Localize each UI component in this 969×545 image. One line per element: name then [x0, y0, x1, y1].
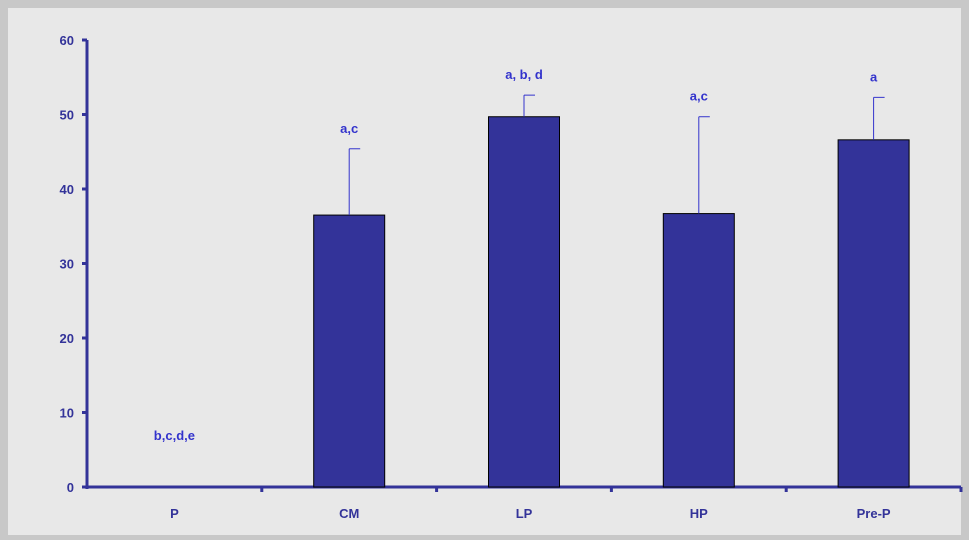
chart-background: [8, 8, 961, 535]
y-tick-label: 30: [60, 257, 74, 272]
bar-cm: [313, 214, 386, 488]
y-tick-label: 20: [60, 331, 74, 346]
significance-label: b,c,d,e: [154, 428, 195, 443]
x-tick-label: CM: [339, 506, 359, 521]
y-tick-label: 0: [67, 480, 74, 495]
bar-lp: [488, 116, 560, 488]
significance-label: a,c: [690, 89, 708, 104]
y-tick-label: 50: [60, 108, 74, 123]
x-tick-label: Pre-P: [857, 506, 891, 521]
y-tick-label: 60: [60, 33, 74, 48]
significance-label: a, b, d: [505, 67, 543, 82]
x-tick-label: HP: [690, 506, 708, 521]
y-tick-label: 10: [60, 406, 74, 421]
significance-label: a,c: [340, 121, 358, 136]
y-tick-label: 40: [60, 182, 74, 197]
significance-label: a: [870, 69, 878, 84]
x-tick-label: LP: [516, 506, 533, 521]
bar-hp: [662, 213, 735, 488]
bar-pre-p: [837, 139, 910, 488]
x-tick-label: P: [170, 506, 179, 521]
